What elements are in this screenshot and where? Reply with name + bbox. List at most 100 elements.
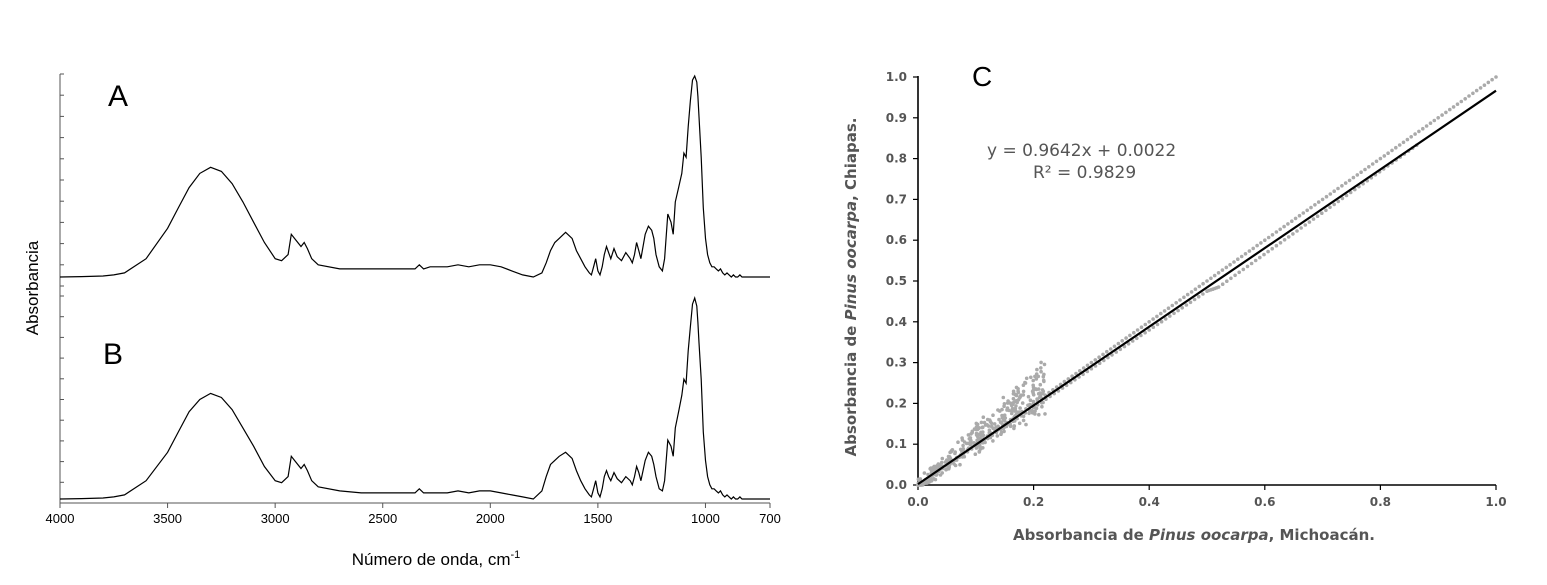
scatter-point <box>981 433 986 438</box>
scatter-y-tick-label: 0.7 <box>886 192 907 206</box>
scatter-point <box>1028 398 1033 403</box>
scatter-point <box>1034 372 1039 376</box>
scatter-point <box>1370 162 1375 166</box>
scatter-point <box>982 420 987 425</box>
scatter-point <box>922 471 927 475</box>
scatter-point <box>1413 132 1417 136</box>
scatter-point <box>1209 276 1213 281</box>
scatter-point <box>1014 399 1019 403</box>
scatter-point <box>1494 75 1498 79</box>
scatter-point <box>1467 94 1471 98</box>
scatter-point <box>1205 279 1209 283</box>
scatter-point <box>1005 407 1009 412</box>
scatter-point <box>1440 113 1444 117</box>
scatter-point <box>1011 401 1015 405</box>
scatter-point <box>1021 418 1026 423</box>
scatter-point <box>977 426 981 430</box>
scatter-point <box>1021 414 1026 419</box>
scatter-y-ticks: 0.0 0.1 0.2 0.3 0.4 0.5 0.6 0.7 0.8 0.9 1.0 <box>886 70 918 492</box>
scatter-point <box>1293 216 1298 221</box>
scatter-point <box>962 454 967 459</box>
scatter-x-tick-label: 0.8 <box>1370 495 1391 509</box>
scatter-point <box>1178 298 1182 302</box>
scatter-point <box>1320 211 1324 215</box>
scatter-point <box>1172 311 1176 316</box>
scatter-point <box>1251 246 1255 251</box>
scatter-point <box>1006 399 1010 403</box>
scatter-point <box>1311 217 1316 221</box>
scatter-point <box>1159 311 1163 316</box>
scatter-point <box>967 437 972 441</box>
scatter-point <box>1163 317 1168 321</box>
scatter-point <box>981 415 986 420</box>
scatter-point <box>1139 325 1144 330</box>
scatter-point <box>1328 192 1333 196</box>
scatter-point <box>1229 276 1233 281</box>
scatter-y-tick-label: 0.1 <box>886 437 907 451</box>
scatter-point <box>1024 422 1028 427</box>
scatter-point <box>1029 375 1033 380</box>
scatter-point <box>1002 402 1007 406</box>
spectra-y-ticks <box>60 73 64 504</box>
scatter-point <box>1043 412 1047 416</box>
spectra-x-tick-label: 3000 <box>261 511 290 526</box>
scatter-point <box>1001 395 1006 400</box>
scatter-point <box>1233 273 1237 278</box>
scatter-point <box>1037 412 1041 417</box>
scatter-point <box>1332 202 1336 207</box>
scatter-point <box>1340 184 1344 188</box>
scatter-point <box>1363 167 1367 172</box>
scatter-point <box>1266 235 1271 240</box>
scatter-point <box>944 467 948 472</box>
scatter-point <box>1274 230 1279 234</box>
scatter-point <box>1225 279 1229 284</box>
scatter-point <box>947 467 951 471</box>
scatter-point <box>1143 330 1147 335</box>
scatter-point <box>1155 314 1159 319</box>
scatter-point <box>1018 406 1022 410</box>
scatter-point <box>1081 366 1086 370</box>
scatter-y-tick-label: 0.3 <box>886 356 907 370</box>
scatter-point <box>1108 347 1113 351</box>
scatter-point <box>1282 238 1287 242</box>
scatter-point <box>1011 389 1016 394</box>
scatter-point <box>1130 339 1135 343</box>
scatter-point <box>1197 284 1202 289</box>
scatter-point <box>1291 232 1295 236</box>
scatter-point <box>1258 255 1262 260</box>
scatter-point <box>1301 211 1306 215</box>
scatter-point <box>1159 319 1164 324</box>
scatter-point <box>1274 243 1279 248</box>
scatter-point <box>962 440 967 444</box>
scatter-point <box>1182 295 1186 300</box>
scatter-point <box>1336 186 1340 191</box>
scatter-point <box>977 450 982 454</box>
scatter-point <box>1295 229 1299 233</box>
scatter-point <box>1478 86 1483 90</box>
scatter-point <box>996 424 1000 429</box>
scatter-point <box>1436 116 1440 120</box>
scatter-point <box>1471 91 1475 96</box>
scatter-point <box>1232 260 1236 264</box>
scatter-point <box>1155 322 1160 327</box>
scatter-point <box>940 471 944 475</box>
scatter-point <box>1126 342 1131 346</box>
scatter-point <box>1286 222 1290 226</box>
scatter-point <box>1405 137 1410 142</box>
scatter-point <box>1189 290 1194 294</box>
scatter-point <box>977 444 982 448</box>
scatter-x-ticks: 0.0 0.2 0.4 0.6 0.8 1.0 <box>907 485 1507 509</box>
scatter-point <box>1348 190 1353 195</box>
scatter-point <box>1278 227 1282 232</box>
scatter-point <box>1263 238 1267 242</box>
scatter-point <box>1255 243 1259 248</box>
scatter-point <box>1490 77 1494 82</box>
scatter-point <box>1332 189 1336 193</box>
scatter-point <box>1016 390 1021 395</box>
scatter-point <box>1066 377 1071 381</box>
scatter-point <box>1039 369 1043 374</box>
scatter-point <box>1259 241 1263 245</box>
scatter-point <box>1020 401 1025 405</box>
scatter-point <box>996 408 1000 412</box>
scatter-point <box>1245 264 1250 269</box>
